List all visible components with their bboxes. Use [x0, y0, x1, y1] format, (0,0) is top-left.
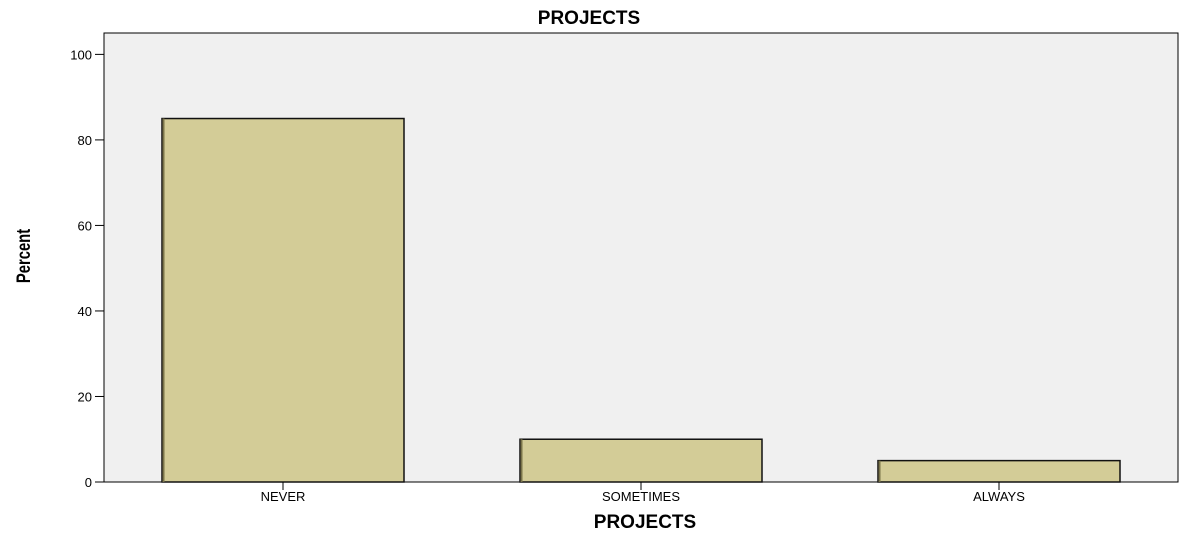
- y-axis-label: Percent: [13, 229, 34, 284]
- y-axis: 0 20 40 60 80 100: [70, 47, 104, 490]
- y-tick-label: 100: [70, 47, 92, 62]
- y-tick-label: 40: [78, 304, 92, 319]
- bar-sometimes: [519, 438, 763, 483]
- x-axis-label: PROJECTS: [594, 512, 696, 533]
- x-axis: NEVER SOMETIMES ALWAYS: [261, 482, 1025, 504]
- bar-always: [877, 459, 1121, 483]
- x-tick-label: ALWAYS: [973, 489, 1025, 504]
- x-tick-label: NEVER: [261, 489, 306, 504]
- y-tick-label: 20: [78, 389, 92, 404]
- y-tick-label: 80: [78, 133, 92, 148]
- chart-title: PROJECTS: [538, 8, 640, 29]
- x-tick-label: SOMETIMES: [602, 489, 680, 504]
- y-tick-label: 0: [85, 475, 92, 490]
- y-tick-label: 60: [78, 218, 92, 233]
- bars-group: [161, 117, 1121, 483]
- bar-never: [161, 117, 405, 483]
